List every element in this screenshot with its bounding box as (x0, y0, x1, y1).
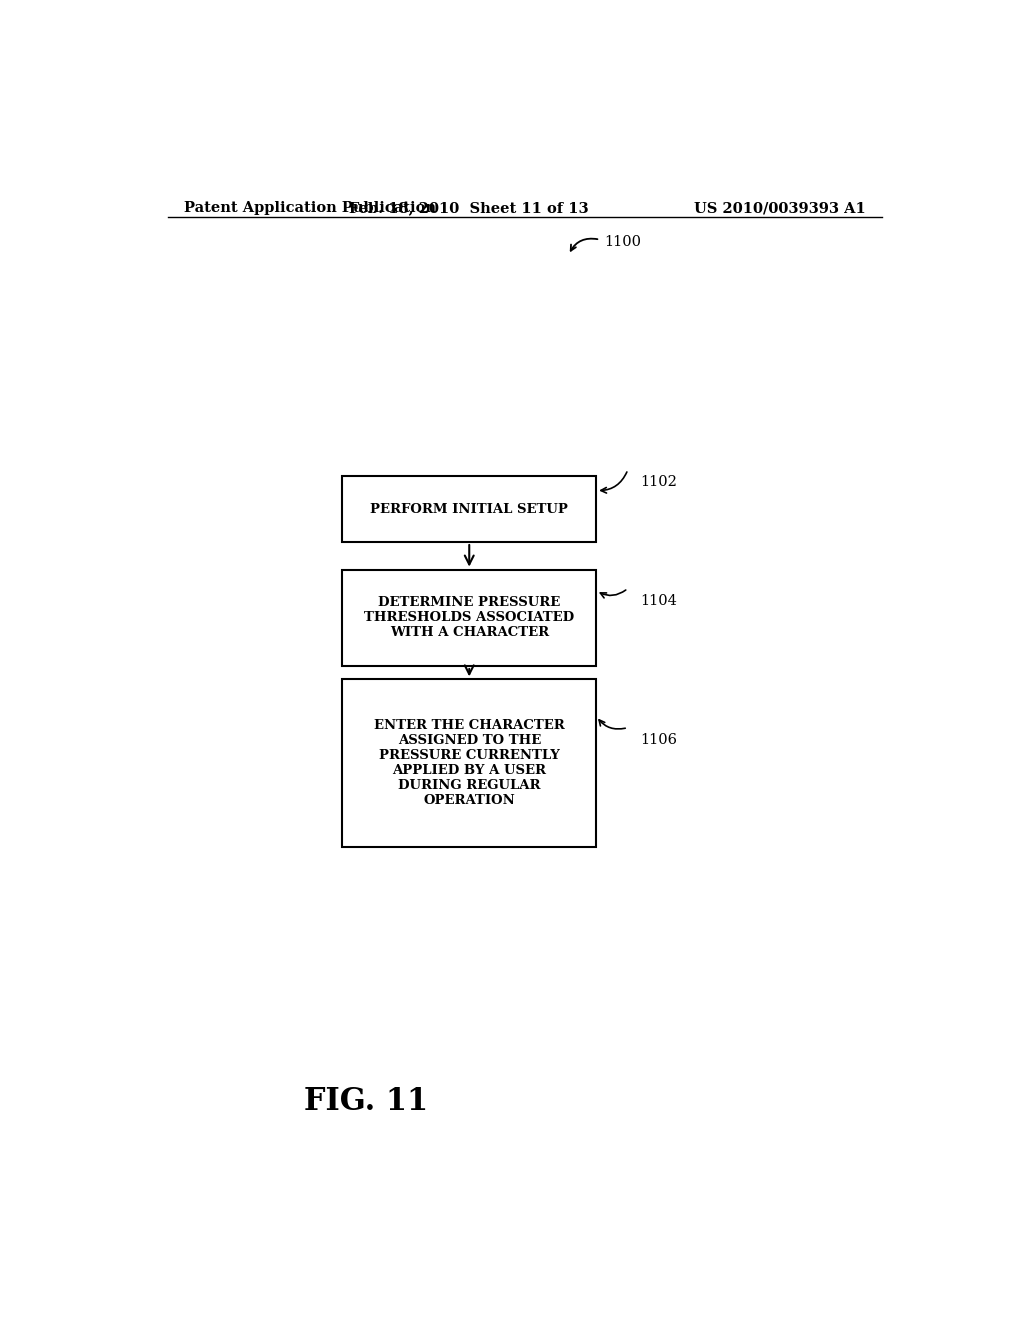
FancyBboxPatch shape (342, 569, 596, 667)
Text: 1102: 1102 (640, 475, 677, 488)
Text: Feb. 18, 2010  Sheet 11 of 13: Feb. 18, 2010 Sheet 11 of 13 (349, 201, 589, 215)
Text: 1100: 1100 (604, 235, 641, 248)
Text: ENTER THE CHARACTER
ASSIGNED TO THE
PRESSURE CURRENTLY
APPLIED BY A USER
DURING : ENTER THE CHARACTER ASSIGNED TO THE PRES… (374, 719, 564, 807)
Text: US 2010/0039393 A1: US 2010/0039393 A1 (694, 201, 866, 215)
Text: FIG. 11: FIG. 11 (304, 1086, 428, 1117)
Text: 1104: 1104 (640, 594, 677, 607)
Text: Patent Application Publication: Patent Application Publication (183, 201, 435, 215)
Text: DETERMINE PRESSURE
THRESHOLDS ASSOCIATED
WITH A CHARACTER: DETERMINE PRESSURE THRESHOLDS ASSOCIATED… (365, 597, 574, 639)
Text: PERFORM INITIAL SETUP: PERFORM INITIAL SETUP (371, 503, 568, 516)
Text: 1106: 1106 (640, 733, 677, 747)
FancyBboxPatch shape (342, 477, 596, 543)
FancyBboxPatch shape (342, 680, 596, 847)
